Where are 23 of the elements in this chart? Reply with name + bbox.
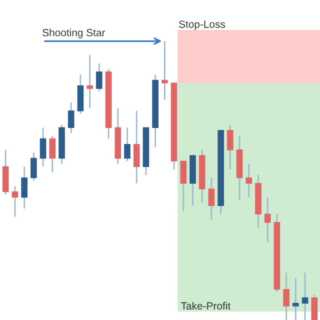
candlestick — [68, 102, 74, 134]
candlestick — [96, 62, 102, 92]
band-label: Take-Profit — [181, 302, 231, 310]
candlestick — [162, 40, 168, 100]
candlestick — [311, 294, 318, 320]
candlestick — [86, 54, 93, 109]
candlestick — [30, 152, 37, 182]
candlestick — [133, 110, 140, 184]
candlestick — [283, 272, 290, 320]
candlestick — [21, 166, 28, 210]
text: Shooting Star — [42, 28, 106, 38]
candlestick — [292, 277, 299, 320]
band-label: Stop-Loss — [179, 20, 226, 30]
candlestick — [40, 126, 46, 168]
candlestick — [227, 124, 234, 170]
candlestick — [12, 185, 18, 218]
candlestick — [49, 135, 56, 173]
candlestick — [124, 126, 130, 162]
candlestick — [302, 272, 308, 320]
candlestick — [208, 177, 215, 220]
candlestick — [246, 163, 252, 198]
candlestick — [264, 196, 271, 243]
candlestick — [180, 160, 187, 212]
